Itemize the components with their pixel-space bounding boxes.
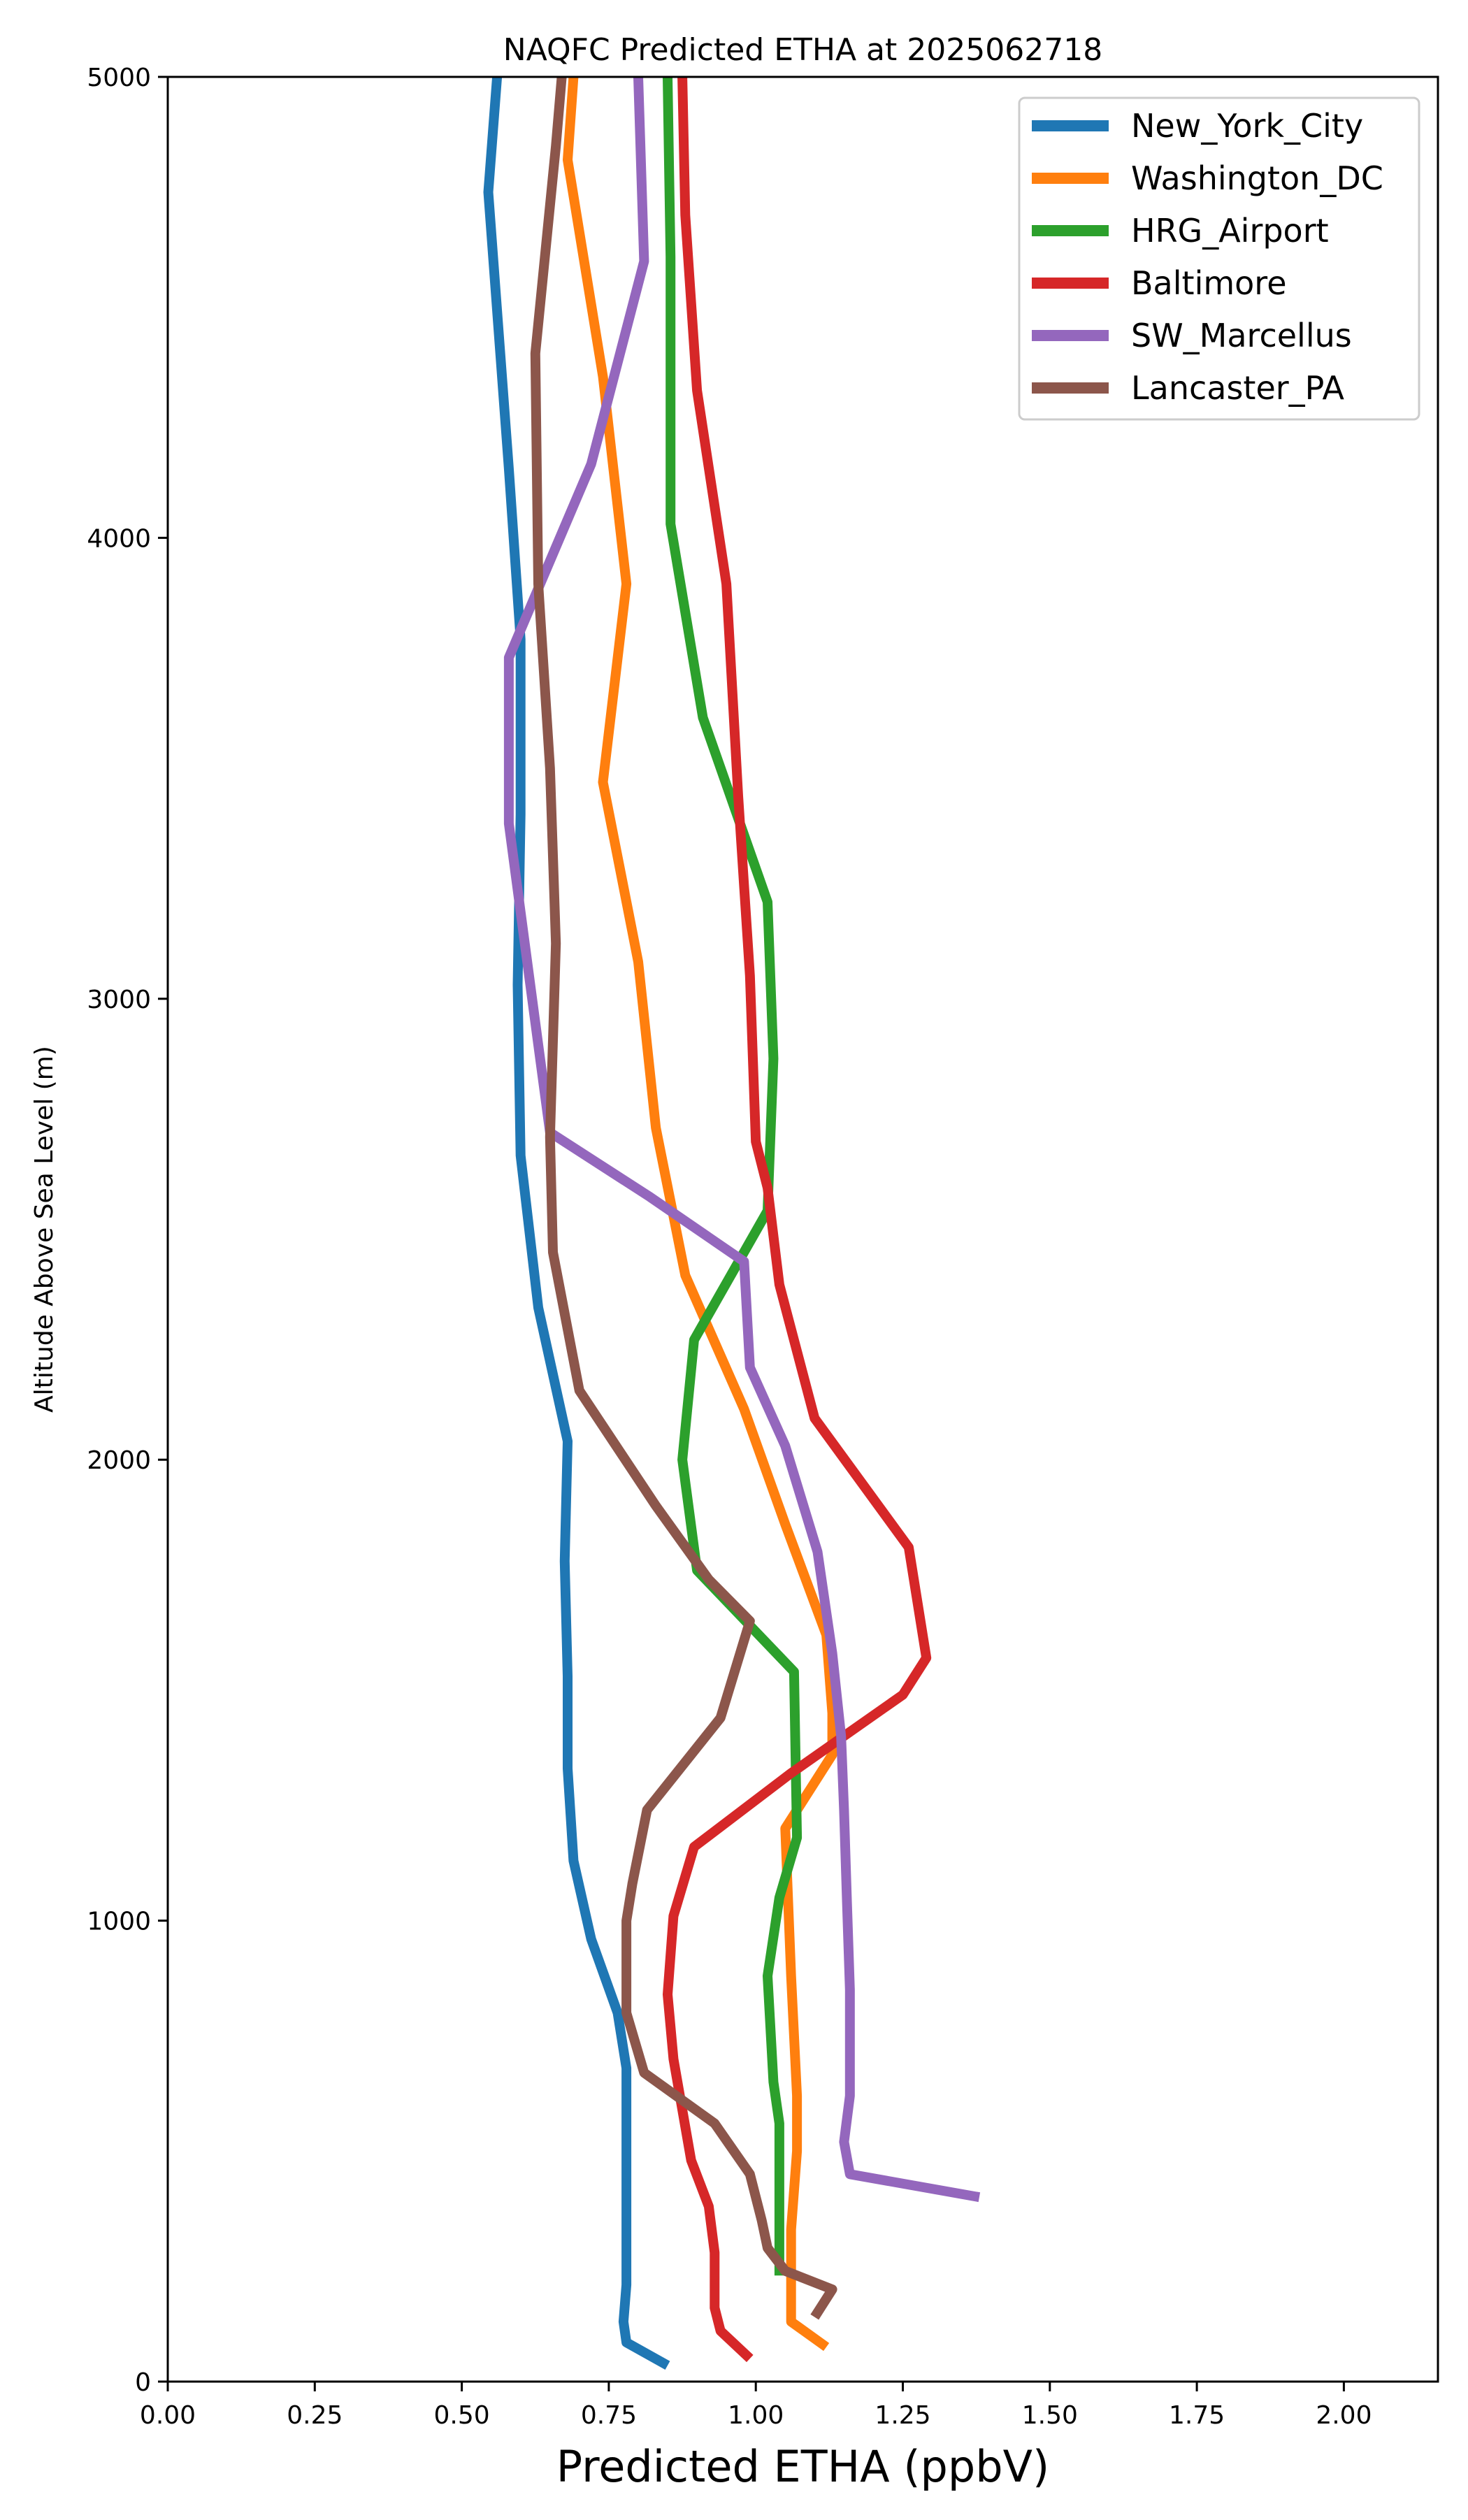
series-line-sw-marcellus: [503, 77, 981, 2203]
x-tick-label: 1.75: [1169, 2401, 1225, 2430]
y-tick-label: 4000: [87, 524, 151, 553]
series-line-new-york-city: [483, 77, 670, 2370]
x-axis-label: Predicted ETHA (ppbV): [556, 2441, 1049, 2492]
x-tick-label: 0.00: [140, 2401, 196, 2430]
series-layer: [483, 77, 981, 2370]
legend-box: [1018, 96, 1420, 421]
series-line-washington-dc: [563, 77, 837, 2352]
chart-title: NAQFC Predicted ETHA at 2025062718: [503, 32, 1102, 68]
axes-frame: [166, 75, 1439, 2383]
legend-label: Lancaster_PA: [1131, 369, 1344, 407]
x-tick-label: 1.25: [875, 2401, 930, 2430]
x-axis-ticks: 0.00 0.25 0.50 0.75 1.00 1.25 1.50 1.75 2.00: [140, 2382, 1372, 2430]
legend-label: HRG_Airport: [1131, 212, 1329, 250]
legend-label: New_York_City: [1131, 107, 1363, 145]
y-axis-ticks: 0 1000 2000 3000 4000 5000: [87, 64, 168, 2397]
y-axis-label: Altitude Above Sea Level (m): [30, 1046, 59, 1413]
y-tick-label: 2000: [87, 1446, 151, 1475]
y-tick-label: 0: [135, 2368, 151, 2397]
series-line-lancaster-pa: [530, 77, 837, 2320]
legend-label: Washington_DC: [1131, 159, 1383, 197]
y-tick-label: 5000: [87, 64, 151, 92]
legend: New_York_City Washington_DC HRG_Airport Bal…: [1018, 96, 1420, 421]
y-tick-label: 3000: [87, 986, 151, 1014]
series-line-baltimore: [663, 77, 932, 2363]
series-line-hrg-airport: [663, 77, 803, 2276]
x-tick-label: 1.00: [728, 2401, 784, 2430]
legend-label: SW_Marcellus: [1131, 317, 1352, 354]
x-tick-label: 0.25: [287, 2401, 343, 2430]
x-tick-label: 0.75: [581, 2401, 637, 2430]
legend-label: Baltimore: [1131, 264, 1287, 302]
x-tick-label: 1.50: [1022, 2401, 1078, 2430]
x-tick-label: 2.00: [1316, 2401, 1372, 2430]
x-tick-label: 0.50: [434, 2401, 490, 2430]
y-tick-label: 1000: [87, 1908, 151, 1936]
